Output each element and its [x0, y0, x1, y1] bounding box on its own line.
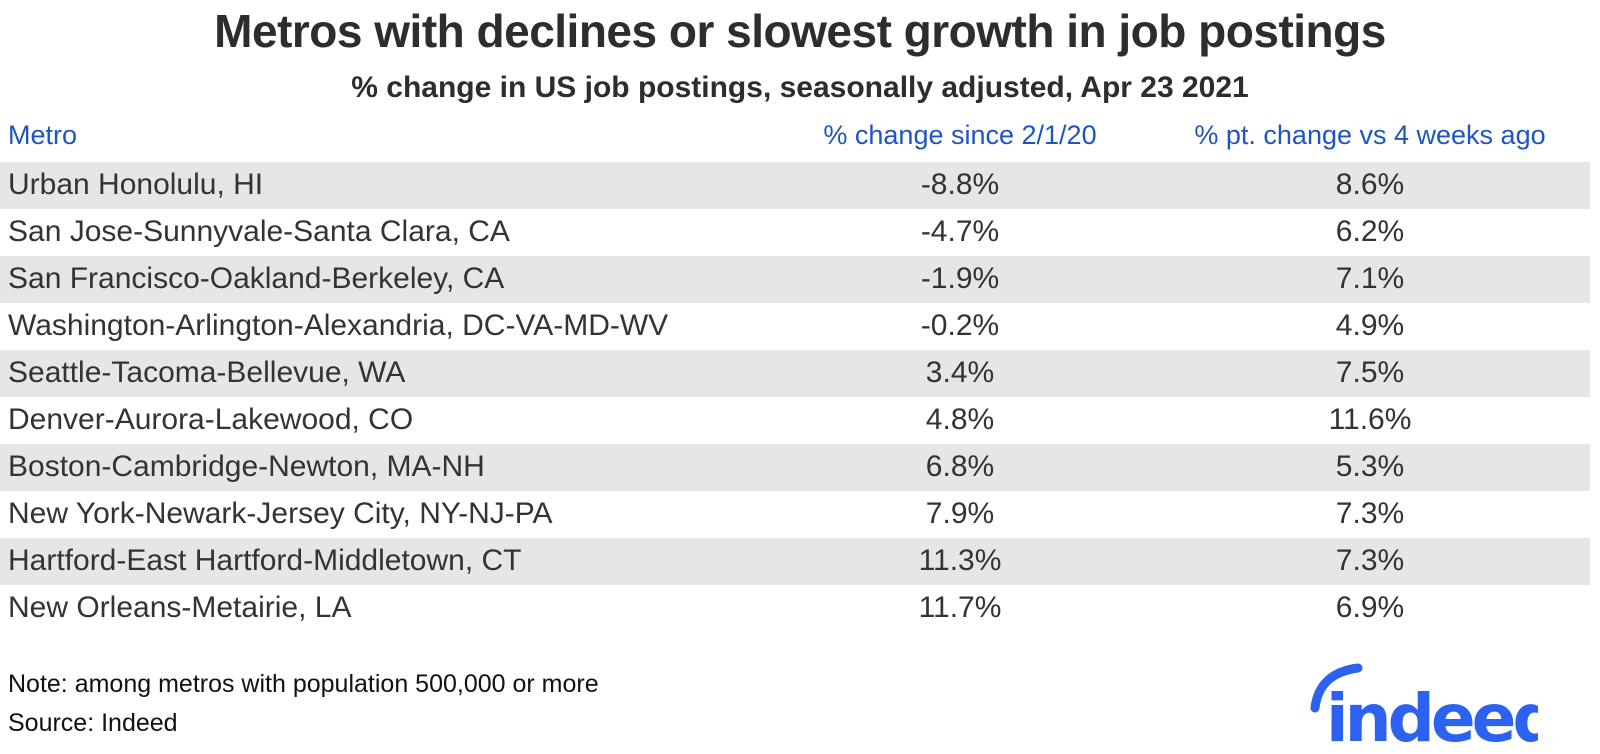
change-since-cell: -0.2%: [920, 309, 1000, 343]
column-header-change-vs-4wk: % pt. change vs 4 weeks ago: [1194, 119, 1546, 150]
metro-cell: Washington-Arlington-Alexandria, DC-VA-M…: [8, 309, 669, 343]
footer: Note: among metros with population 500,0…: [0, 664, 1600, 742]
change-vs-4wk-cell: 8.6%: [1335, 168, 1405, 202]
metro-cell: San Jose-Sunnyvale-Santa Clara, CA: [8, 215, 510, 249]
table-body: Urban Honolulu, HI -8.8% 8.6% San Jose-S…: [0, 161, 1590, 632]
change-vs-4wk-cell: 6.9%: [1335, 591, 1405, 625]
change-since-cell: 11.3%: [918, 544, 1002, 578]
page-title: Metros with declines or slowest growth i…: [214, 5, 1386, 57]
column-header-metro: Metro: [8, 119, 78, 150]
table-row: New Orleans-Metairie, LA 11.7% 6.9%: [0, 585, 1590, 632]
table-row: Boston-Cambridge-Newton, MA-NH 6.8% 5.3%: [0, 443, 1590, 491]
table-row: Seattle-Tacoma-Bellevue, WA 3.4% 7.5%: [0, 349, 1590, 397]
change-vs-4wk-cell: 11.6%: [1328, 403, 1412, 437]
metro-cell: Urban Honolulu, HI: [8, 168, 264, 202]
table-row: Washington-Arlington-Alexandria, DC-VA-M…: [0, 303, 1590, 350]
change-since-cell: -4.7%: [920, 215, 1000, 249]
metro-cell: Boston-Cambridge-Newton, MA-NH: [8, 450, 485, 484]
metro-cell: New Orleans-Metairie, LA: [8, 591, 352, 625]
change-vs-4wk-cell: 4.9%: [1335, 309, 1405, 343]
table-row: Denver-Aurora-Lakewood, CO 4.8% 11.6%: [0, 397, 1590, 444]
table-header: Metro % change since 2/1/20 % pt. change…: [0, 104, 1590, 162]
change-vs-4wk-cell: 7.3%: [1335, 544, 1405, 578]
table-row: Hartford-East Hartford-Middletown, CT 11…: [0, 537, 1590, 585]
indeed-logo: indeed: [1306, 661, 1538, 749]
logo-arc-icon: [1310, 663, 1363, 713]
metro-cell: Denver-Aurora-Lakewood, CO: [8, 403, 414, 437]
metro-cell: San Francisco-Oakland-Berkeley, CA: [8, 262, 505, 296]
change-since-cell: 3.4%: [925, 356, 995, 390]
change-since-cell: 7.9%: [925, 497, 995, 531]
change-vs-4wk-cell: 7.3%: [1335, 497, 1405, 531]
change-since-cell: 6.8%: [925, 450, 995, 484]
change-since-cell: -8.8%: [920, 168, 1000, 202]
source-text: Source: Indeed: [8, 708, 178, 737]
table-row: San Jose-Sunnyvale-Santa Clara, CA -4.7%…: [0, 209, 1590, 256]
metro-cell: Hartford-East Hartford-Middletown, CT: [8, 544, 522, 578]
column-header-change-since: % change since 2/1/20: [823, 119, 1097, 150]
change-since-cell: -1.9%: [920, 262, 1000, 296]
note-text: Note: among metros with population 500,0…: [8, 669, 599, 698]
change-vs-4wk-cell: 5.3%: [1335, 450, 1405, 484]
metro-cell: Seattle-Tacoma-Bellevue, WA: [8, 356, 406, 390]
table-row: Urban Honolulu, HI -8.8% 8.6%: [0, 161, 1590, 209]
table-row: San Francisco-Oakland-Berkeley, CA -1.9%…: [0, 255, 1590, 303]
change-vs-4wk-cell: 6.2%: [1335, 215, 1405, 249]
change-since-cell: 4.8%: [925, 403, 995, 437]
page-subtitle: % change in US job postings, seasonally …: [351, 70, 1249, 104]
table-row: New York-Newark-Jersey City, NY-NJ-PA 7.…: [0, 491, 1590, 538]
job-postings-table: Metro % change since 2/1/20 % pt. change…: [0, 104, 1590, 632]
logo-wordmark: indeed: [1326, 680, 1538, 749]
change-vs-4wk-cell: 7.5%: [1335, 356, 1405, 390]
metro-cell: New York-Newark-Jersey City, NY-NJ-PA: [8, 497, 553, 531]
change-since-cell: 11.7%: [918, 591, 1002, 625]
change-vs-4wk-cell: 7.1%: [1335, 262, 1405, 296]
